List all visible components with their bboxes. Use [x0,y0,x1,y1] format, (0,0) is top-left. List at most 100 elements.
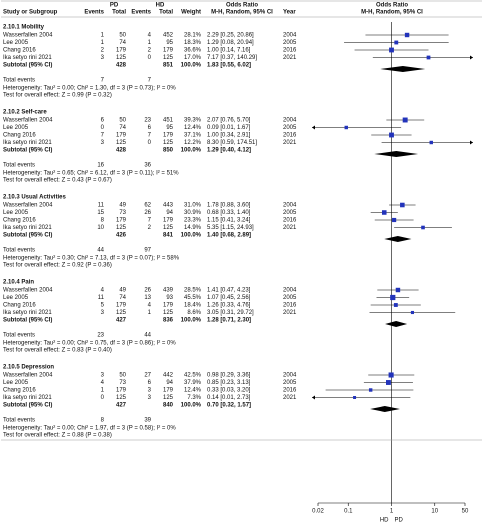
subtotal-hd-total: 851 [163,63,174,69]
study-square [421,225,425,230]
study-square [404,32,410,38]
subtotal-pd-total: 428 [116,63,127,69]
subtotal-weight: 100.0% [181,148,202,154]
total-events-label: Total events [3,333,35,339]
overall-effect: Test for overall effect: Z = 0.99 (P = 0… [3,93,112,99]
study-square [389,47,394,53]
year: 2004 [283,288,297,294]
pd-total: 74 [119,40,126,46]
year: 2016 [283,303,297,309]
header-study: Study or Subgroup [3,10,58,16]
hd-events: 2 [148,225,152,231]
pd-events: 1 [101,388,105,394]
pd-events: 11 [98,203,105,209]
header-hd-events: Events [131,10,151,16]
study-square [395,287,401,293]
ci-text: 7.17 [0.37, 140.29] [207,55,257,61]
ci-text: 5.35 [1.15, 24.93] [207,225,254,231]
hd-total: 125 [163,55,174,61]
study-name: Lee 2005 [3,40,29,46]
total-events-pd: 44 [97,248,104,254]
heterogeneity: Heterogeneity: Tau² = 0.00; Chi² = 1.30,… [3,86,176,92]
total-events-label: Total events [3,163,35,169]
weight: 7.3% [187,395,201,401]
year: 2016 [283,48,297,54]
study-name: Ika setyo rini 2021 [3,310,52,316]
total-events-hd: 7 [148,78,152,84]
total-events-hd: 97 [144,248,151,254]
ci-text: 0.68 [0.33, 1.40] [207,210,251,216]
overall-effect: Test for overall effect: Z = 0.43 (P = 0… [3,178,112,184]
hd-total: 179 [163,48,174,54]
header-pd-total: Total [112,10,126,16]
hd-events: 26 [144,210,151,216]
study-name: Chang 2016 [3,303,36,309]
total-events-label: Total events [3,248,35,254]
year: 2016 [283,388,297,394]
study-name: Wasserfallen 2004 [3,288,53,294]
pd-total: 49 [119,203,126,209]
ci-text: 8.30 [0.59, 174.51] [207,140,257,146]
pd-events: 1 [101,40,105,46]
weight: 28.1% [184,33,202,39]
hd-events: 6 [148,125,152,131]
header-plot-method: M-H, Random, 95% CI [361,10,423,16]
pd-total: 125 [116,310,127,316]
ci-text: 1.78 [0.88, 3.60] [207,203,251,209]
subtotal-weight: 100.0% [181,233,202,239]
year: 2005 [283,380,297,386]
subtotal-ci: 0.70 [0.32, 1.57] [207,403,251,409]
hd-events: 7 [148,133,152,139]
ci-text: 0.85 [0.23, 3.13] [207,380,251,386]
ci-text: 0.33 [0.03, 3.20] [207,388,251,394]
header-pd: PD [110,3,119,9]
weight: 31.0% [184,203,202,209]
x-tick-label: 0.1 [344,509,353,515]
study-square [426,55,431,60]
subtotal-label: Subtotal (95% CI) [3,63,52,69]
header-pd-events: Events [84,10,104,16]
favours-left: HD [380,518,389,524]
pd-events: 4 [101,380,105,386]
overall-effect: Test for overall effect: Z = 0.88 (P = 0… [3,433,112,439]
heterogeneity: Heterogeneity: Tau² = 0.65; Chi² = 6.12,… [3,171,179,177]
study-square [388,372,394,378]
subtotal-label: Subtotal (95% CI) [3,318,52,324]
study-square [353,396,357,399]
pd-events: 3 [101,373,105,379]
pd-events: 3 [101,140,105,146]
group-title: 2.10.3 Usual Activities [3,195,66,201]
ci-text: 3.05 [0.31, 29.72] [207,310,254,316]
pd-total: 73 [119,380,126,386]
hd-events: 4 [148,33,152,39]
weight: 12.2% [184,140,202,146]
pd-total: 125 [116,395,127,401]
ci-text: 1.29 [0.08, 20.94] [207,40,254,46]
year: 2016 [283,133,297,139]
hd-events: 1 [148,310,152,316]
study-name: Ika setyo rini 2021 [3,225,52,231]
study-square [402,117,408,123]
hd-events: 3 [148,395,152,401]
pd-events: 15 [97,210,104,216]
subtotal-pd-total: 427 [116,403,127,409]
weight: 18.4% [184,303,202,309]
weight: 12.4% [184,125,202,131]
study-square [429,140,433,145]
study-name: Wasserfallen 2004 [3,203,53,209]
study-square [381,210,387,215]
study-name: Lee 2005 [3,380,29,386]
heterogeneity: Heterogeneity: Tau² = 0.30; Chi² = 7.13,… [3,256,180,262]
pd-events: 3 [101,55,105,61]
pd-events: 4 [101,288,105,294]
hd-events: 26 [144,288,151,294]
total-events-hd: 39 [144,418,151,424]
weight: 39.3% [184,118,202,124]
hd-total: 94 [166,210,173,216]
pd-total: 179 [116,218,127,224]
pd-total: 179 [116,303,127,309]
group-title: 2.10.2 Self-care [3,110,47,116]
study-square [393,303,398,307]
header-ci-method: M-H, Random, 95% CI [211,10,273,16]
